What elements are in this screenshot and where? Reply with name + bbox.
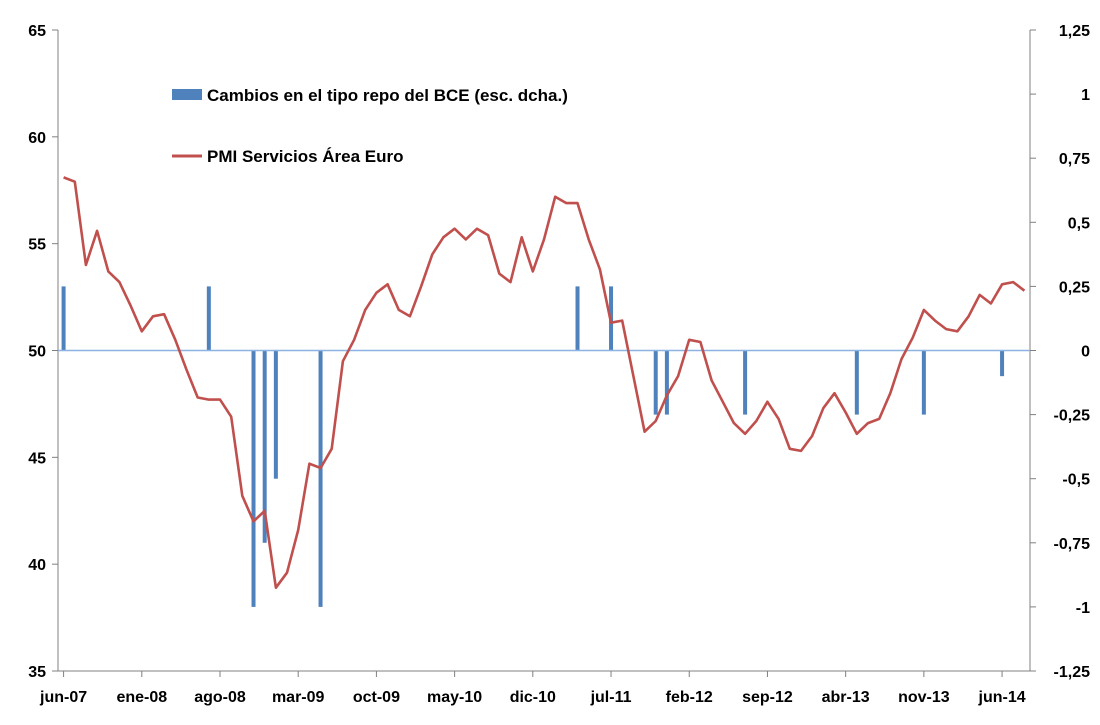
x-axis-tick-label: may-10	[427, 689, 482, 706]
x-axis-tick-label: abr-13	[822, 689, 870, 706]
right-axis-tick-label: 1	[1081, 87, 1090, 104]
bar	[575, 286, 580, 351]
right-axis-tick-label: 0,75	[1059, 151, 1090, 168]
bar	[251, 350, 256, 607]
bar	[1000, 350, 1005, 377]
right-axis-tick-label: 0	[1081, 344, 1090, 361]
x-axis-tick-label: sep-12	[742, 689, 793, 706]
left-axis-tick-label: 40	[28, 557, 46, 574]
legend-line-label: PMI Servicios Área Euro	[207, 147, 404, 166]
left-axis-tick-label: 45	[28, 450, 46, 467]
right-axis-tick-label: 1,25	[1059, 23, 1090, 40]
left-axis-tick-label: 60	[28, 130, 46, 147]
bar	[854, 350, 859, 415]
legend-bar-swatch	[172, 89, 202, 100]
bar	[318, 350, 323, 607]
line-series	[63, 176, 1026, 590]
x-axis-tick-label: jun-07	[39, 689, 87, 706]
x-axis-tick-label: ene-08	[116, 689, 167, 706]
right-axis-tick-label: -1,25	[1054, 664, 1091, 681]
bar	[262, 350, 267, 543]
bar-series	[61, 286, 1005, 607]
axes: 35 40 45 50 55 60 65 -1,25 -1 -0,75 -0,5 -0,25 0 0,25…	[28, 23, 1090, 706]
bar	[273, 350, 278, 479]
x-axis-tick-label: nov-13	[898, 689, 950, 706]
x-axis-tick-label: mar-09	[272, 689, 325, 706]
x-axis-tick-label: jul-11	[590, 689, 632, 706]
bar	[921, 350, 926, 415]
legend: Cambios en el tipo repo del BCE (esc. dc…	[172, 86, 568, 166]
right-axis-tick-label: -0,5	[1062, 472, 1090, 489]
bar	[664, 350, 669, 415]
left-axis-tick-label: 50	[28, 344, 46, 361]
right-axis-tick-label: -1	[1076, 600, 1090, 617]
legend-bar-label: Cambios en el tipo repo del BCE (esc. dc…	[207, 86, 568, 105]
bar	[206, 286, 211, 351]
bar	[743, 350, 748, 415]
bar	[653, 350, 658, 415]
left-axis-tick-label: 35	[28, 664, 46, 681]
left-axis-tick-label: 55	[28, 237, 46, 254]
bar	[61, 286, 66, 351]
x-axis-tick-label: dic-10	[510, 689, 556, 706]
x-axis-tick-label: feb-12	[666, 689, 713, 706]
right-axis-tick-label: -0,75	[1054, 536, 1091, 553]
left-axis-tick-label: 65	[28, 23, 46, 40]
x-axis-tick-label: oct-09	[353, 689, 400, 706]
pmi-line	[63, 176, 1026, 590]
x-axis-tick-label: ago-08	[194, 689, 246, 706]
x-axis-tick-label: jun-14	[978, 689, 1026, 706]
right-axis-tick-label: -0,25	[1054, 408, 1091, 425]
right-axis-tick-label: 0,5	[1068, 215, 1090, 232]
right-axis-tick-label: 0,25	[1059, 279, 1090, 296]
